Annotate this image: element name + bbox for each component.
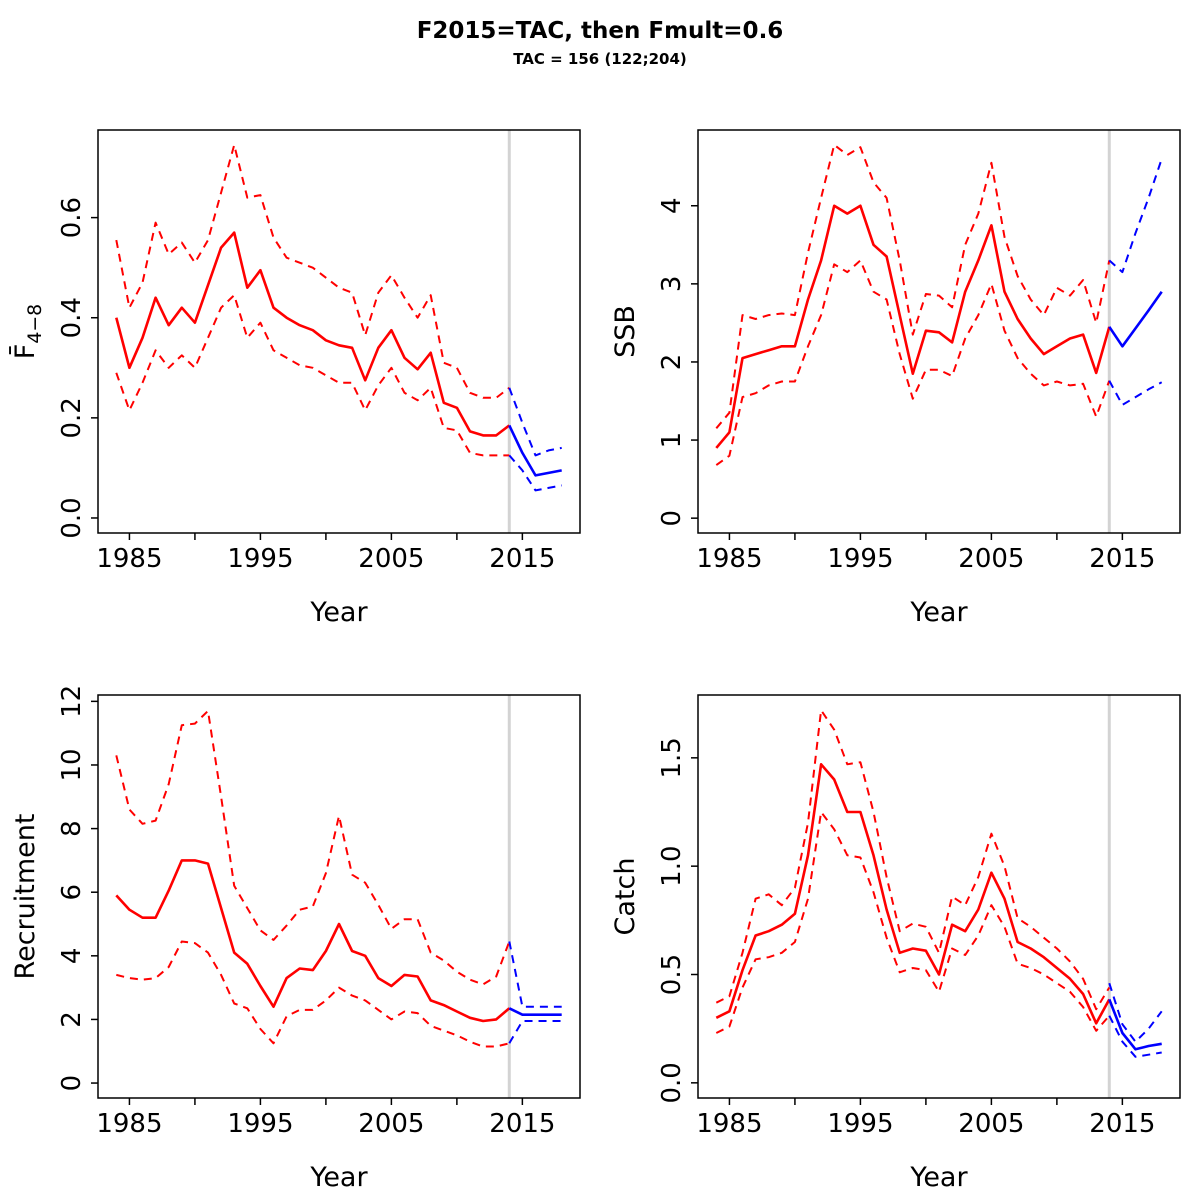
y-tick-label: 1	[657, 432, 687, 449]
x-tick-label: 1995	[227, 544, 293, 574]
series-median-history-f48	[115, 231, 511, 437]
x-tick-label: 1995	[227, 1109, 293, 1139]
series-ci-lower-history-recruitment	[116, 940, 510, 1048]
y-tick-label: 0.4	[57, 297, 87, 338]
y-axis-title-ssb: SSB	[610, 305, 641, 358]
main-title: F2015=TAC, then Fmult=0.6	[416, 18, 784, 44]
x-tick-label: 1995	[827, 1109, 893, 1139]
series-median-projection-ssb	[1108, 290, 1163, 348]
plot-box	[697, 694, 1181, 1099]
x-tick-label: 1985	[96, 544, 162, 574]
series-median-projection-recruitment	[508, 1007, 562, 1017]
y-tick-label: 0.2	[57, 397, 87, 438]
series-ci-upper-projection-ssb	[1108, 158, 1163, 274]
x-tick-label: 1995	[827, 544, 893, 574]
x-tick-label: 2005	[958, 1109, 1024, 1139]
series-ci-lower-history-ssb	[715, 259, 1111, 466]
x-tick-label: 1985	[696, 1109, 762, 1139]
chart-panel-ssb: 1985 1995 2005 2015 0 1 2 3 4 SSB Year	[610, 129, 1181, 628]
y-tick-label: 0.0	[57, 497, 87, 538]
y-tick-label: 0.5	[657, 954, 687, 995]
y-tick-label: 0	[57, 1075, 87, 1092]
series-median-history-ssb	[715, 204, 1111, 449]
x-axis-title-f48: Year	[309, 597, 368, 628]
series-ci-lower-history-f48	[115, 294, 510, 457]
y-tick-label: 1.0	[657, 845, 687, 886]
y-tick-label: 1.5	[657, 737, 687, 778]
series-ci-upper-projection-f48	[508, 387, 562, 457]
series-median-history-recruitment	[115, 859, 511, 1023]
series-ci-lower-projection-f48	[508, 454, 562, 492]
series-ci-upper-history-recruitment	[115, 709, 511, 986]
x-axis-title-ssb: Year	[909, 597, 968, 628]
y-axis-title-catch: Catch	[610, 858, 641, 936]
series-ci-lower-projection-catch	[1108, 1015, 1162, 1058]
x-axis-title-catch: Year	[909, 1162, 968, 1193]
series-ci-lower-projection-ssb	[1108, 380, 1163, 406]
x-axis-title-recruitment: Year	[309, 1162, 368, 1193]
y-tick-label: 4	[657, 197, 687, 214]
panel-cell-recruitment: 1985 1995 2005 2015 0 2 4 6 8 10 12 Recruitment Year	[0, 635, 600, 1200]
y-tick-label: 0.6	[57, 197, 87, 238]
panel-grid: 1985 1995 2005 2015 0.0 0.2 0.4 0.6 F̄4−8 Year 19…	[0, 70, 1200, 1200]
chart-panel-recruitment: 1985 1995 2005 2015 0 2 4 6 8 10 12 Recruitment Year	[10, 685, 581, 1193]
panel-cell-f48: 1985 1995 2005 2015 0.0 0.2 0.4 0.6 F̄4−8 Year	[0, 70, 600, 635]
x-tick-label: 1985	[696, 544, 762, 574]
y-tick-label: 6	[57, 884, 87, 901]
y-tick-label: 2	[57, 1011, 87, 1028]
y-tick-label: 0	[657, 510, 687, 527]
x-tick-label: 2015	[1089, 1109, 1155, 1139]
figure-titles: F2015=TAC, then Fmult=0.6 TAC = 156 (122…	[0, 18, 1200, 68]
y-tick-label: 10	[57, 748, 87, 781]
x-tick-label: 2005	[358, 544, 424, 574]
x-tick-label: 2005	[958, 544, 1024, 574]
series-ci-upper-history-catch	[715, 709, 1111, 1011]
x-tick-label: 1985	[96, 1109, 162, 1139]
y-tick-label: 12	[57, 685, 87, 718]
y-axis-title-recruitment: Recruitment	[10, 814, 41, 980]
y-axis-title-f48: F̄4−8	[9, 304, 46, 359]
x-tick-label: 2005	[358, 1109, 424, 1139]
panel-cell-ssb: 1985 1995 2005 2015 0 1 2 3 4 SSB Year	[600, 70, 1200, 635]
panel-cell-catch: 1985 1995 2005 2015 0.0 0.5 1.0 1.5 Catch Year	[600, 635, 1200, 1200]
chart-panel-f48: 1985 1995 2005 2015 0.0 0.2 0.4 0.6 F̄4−8 Year	[9, 129, 581, 628]
series-median-projection-f48	[508, 424, 562, 477]
plot-box	[97, 694, 581, 1099]
y-tick-label: 0.0	[657, 1062, 687, 1103]
series-ci-lower-history-catch	[715, 811, 1111, 1034]
sub-title: TAC = 156 (122;204)	[513, 50, 687, 69]
series-median-projection-catch	[1108, 998, 1162, 1051]
series-ci-upper-projection-catch	[1108, 982, 1163, 1043]
y-tick-label: 4	[57, 948, 87, 965]
series-median-history-catch	[715, 763, 1111, 1025]
series-ci-lower-projection-recruitment	[508, 1020, 562, 1044]
x-tick-label: 2015	[489, 544, 555, 574]
y-tick-label: 2	[657, 354, 687, 371]
x-tick-label: 2015	[1089, 544, 1155, 574]
plot-box	[697, 129, 1181, 534]
y-tick-label: 3	[657, 276, 687, 293]
series-ci-upper-projection-recruitment	[508, 941, 562, 1008]
series-ci-upper-history-ssb	[715, 143, 1111, 429]
y-tick-label: 8	[57, 820, 87, 837]
plot-box	[97, 129, 581, 534]
chart-panel-catch: 1985 1995 2005 2015 0.0 0.5 1.0 1.5 Catch Year	[610, 694, 1181, 1193]
x-tick-label: 2015	[489, 1109, 555, 1139]
series-ci-upper-history-f48	[115, 144, 510, 399]
